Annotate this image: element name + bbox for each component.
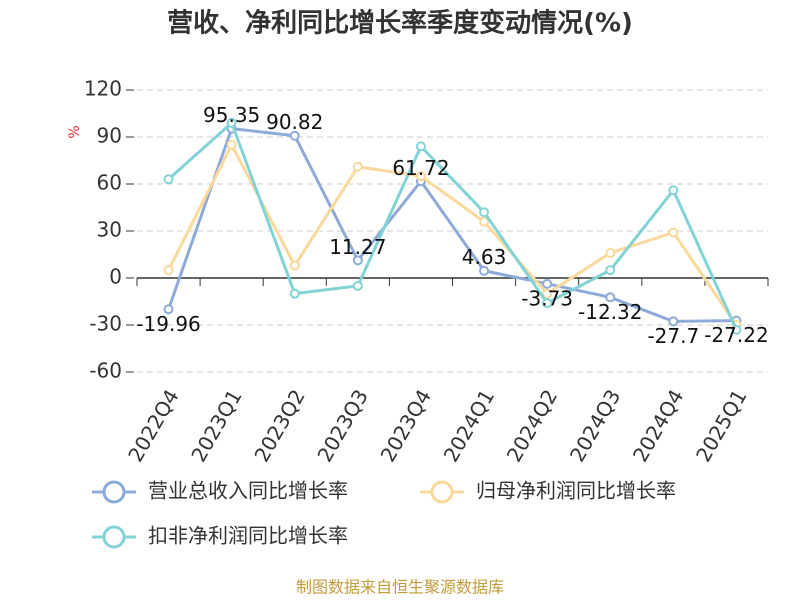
data-point [731, 324, 742, 335]
data-label: -27.22 [704, 323, 768, 347]
x-tick-label: 2022Q4 [123, 385, 183, 466]
data-point [668, 227, 679, 238]
series-line [167, 120, 738, 331]
legend-marker [430, 480, 454, 504]
x-tick-label: 2025Q1 [691, 385, 751, 466]
y-tick-label: 120 [84, 77, 122, 101]
data-point [605, 247, 616, 258]
data-point [163, 174, 174, 185]
legend-marker [102, 525, 126, 549]
data-point [163, 265, 174, 276]
data-point [352, 280, 363, 291]
data-point [542, 298, 553, 309]
data-point [352, 255, 363, 266]
legend-label: 扣非净利润同比增长率 [148, 524, 348, 548]
data-point [289, 288, 300, 299]
y-tick-label: 60 [97, 171, 122, 195]
y-tick-label: -30 [89, 312, 122, 336]
data-point [226, 117, 237, 128]
x-tick-label: 2023Q1 [186, 385, 246, 466]
y-unit: % [67, 125, 83, 138]
data-point [668, 316, 679, 327]
data-label: -3.73 [521, 286, 573, 310]
data-label: -19.96 [136, 312, 200, 336]
data-point [605, 292, 616, 303]
x-tick-label: 2023Q3 [312, 385, 372, 466]
data-label: 4.63 [462, 245, 507, 269]
x-tick-label: 2024Q2 [502, 385, 562, 466]
data-point [289, 260, 300, 271]
y-tick-label: 30 [97, 218, 122, 242]
data-label: 90.82 [266, 110, 323, 134]
x-tick-label: 2024Q4 [628, 385, 688, 466]
chart-title: 营收、净利同比增长率季度变动情况(%) [167, 8, 633, 39]
source-note: 制图数据来自恒生聚源数据库 [296, 578, 504, 597]
data-label: -27.7 [647, 324, 699, 348]
series-line [167, 126, 737, 323]
data-point [163, 304, 174, 315]
data-label: 61.72 [392, 156, 449, 180]
data-point [542, 278, 553, 289]
x-tick-label: 2023Q4 [376, 385, 436, 466]
y-tick-label: -60 [89, 359, 122, 383]
data-point [289, 130, 300, 141]
data-point [479, 265, 490, 276]
data-point [226, 139, 237, 150]
data-label: 11.27 [329, 235, 386, 259]
data-point [479, 216, 490, 227]
data-point [479, 207, 490, 218]
x-tick-label: 2024Q1 [439, 385, 499, 466]
data-label: 95.35 [203, 103, 260, 127]
x-tick-label: 2024Q3 [565, 385, 625, 466]
data-point [415, 141, 426, 152]
y-tick-label: 0 [109, 265, 122, 289]
y-tick-label: 90 [97, 124, 122, 148]
data-point [415, 171, 426, 182]
data-point [352, 161, 363, 172]
legend-marker [102, 480, 126, 504]
data-point [668, 185, 679, 196]
data-point [605, 265, 616, 276]
data-point [542, 288, 553, 299]
series-line [167, 141, 738, 326]
data-label: -12.32 [578, 300, 642, 324]
x-tick-label: 2023Q2 [249, 385, 309, 466]
legend-label: 归母净利润同比增长率 [476, 479, 676, 503]
legend-label: 营业总收入同比增长率 [148, 479, 348, 503]
